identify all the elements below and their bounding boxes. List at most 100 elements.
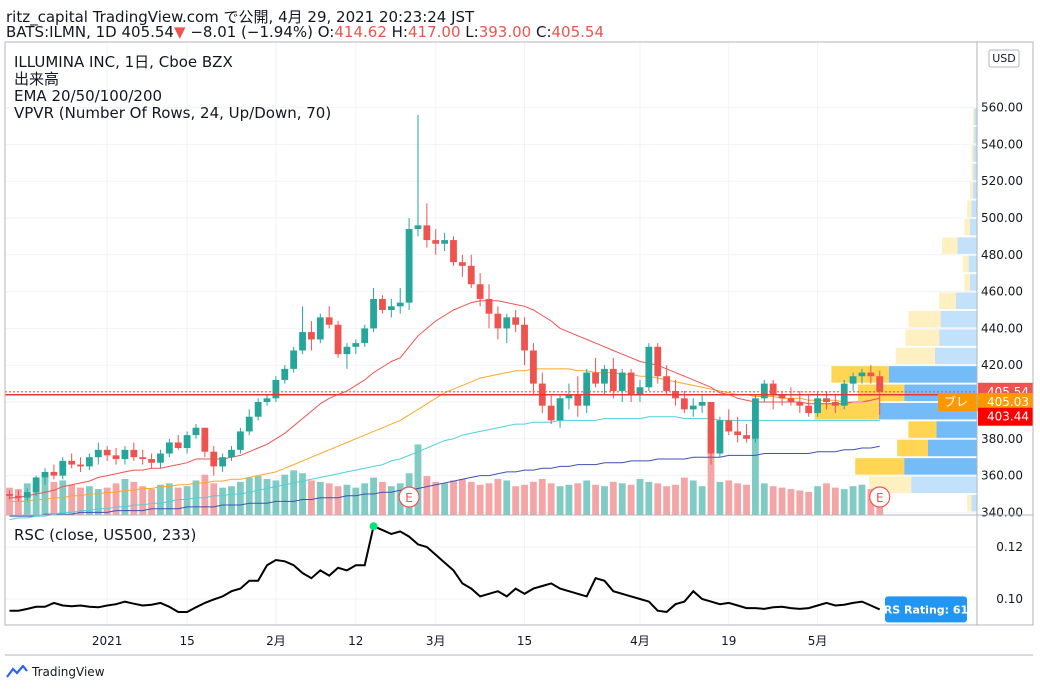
candle-body[interactable] (414, 225, 422, 230)
candle-body[interactable] (121, 449, 129, 460)
time-axis[interactable]: 2021 15 2月 12 3月 15 4月 19 5月 (92, 634, 827, 648)
candle-body[interactable] (334, 324, 342, 355)
candle-body[interactable] (308, 332, 315, 340)
candle-body[interactable] (476, 284, 484, 299)
candle-body[interactable] (698, 402, 706, 406)
candle-body[interactable] (281, 368, 289, 380)
earnings-marker[interactable] (869, 486, 891, 508)
candle-body[interactable] (743, 435, 750, 439)
time-tick-label[interactable]: 3月 (426, 634, 446, 648)
candlesticks[interactable] (6, 114, 884, 502)
time-tick-label[interactable]: 5月 (808, 634, 828, 648)
candle-body[interactable] (405, 229, 413, 303)
candle-body[interactable] (210, 451, 218, 467)
candle-body[interactable] (165, 442, 173, 454)
candle-body[interactable] (396, 302, 404, 307)
candle-body[interactable] (441, 240, 449, 244)
candle-body[interactable] (831, 402, 839, 406)
candle-body[interactable] (316, 317, 324, 340)
candle-body[interactable] (707, 402, 715, 454)
candle-body[interactable] (370, 298, 377, 329)
candle-body[interactable] (192, 427, 200, 436)
candle-body[interactable] (467, 265, 475, 285)
candle-body[interactable] (432, 240, 440, 244)
earnings-marker[interactable] (398, 486, 420, 508)
candle-body[interactable] (174, 442, 182, 448)
candle-body[interactable] (565, 394, 573, 399)
candle-body[interactable] (663, 376, 671, 391)
candle-body[interactable] (485, 298, 493, 314)
candle-body[interactable] (680, 398, 688, 410)
candle-body[interactable] (778, 394, 786, 399)
candle-body[interactable] (849, 376, 857, 384)
candle-body[interactable] (86, 457, 93, 467)
candle-body[interactable] (41, 471, 49, 478)
candle-body[interactable] (450, 240, 457, 263)
candle-body[interactable] (752, 398, 759, 439)
candle-body[interactable] (112, 455, 120, 460)
candle-body[interactable] (228, 449, 235, 458)
candle-body[interactable] (618, 372, 626, 391)
legend-volume[interactable]: 出来高 (14, 70, 60, 88)
tradingview-logo[interactable]: TradingView (6, 665, 105, 679)
candle-body[interactable] (59, 460, 67, 476)
candle-body[interactable] (521, 324, 528, 351)
candle-body[interactable] (201, 427, 209, 452)
candle-body[interactable] (254, 402, 262, 417)
candle-body[interactable] (787, 398, 795, 402)
candle-body[interactable] (636, 387, 644, 395)
candle-body[interactable] (592, 372, 599, 384)
time-tick-label[interactable]: 15 (179, 634, 194, 648)
candle-body[interactable] (245, 416, 253, 432)
candle-body[interactable] (423, 225, 431, 241)
candle-body[interactable] (219, 457, 227, 467)
legend-vpvr[interactable]: VPVR (Number Of Rows, 24, Up/Down, 70) (14, 104, 332, 122)
candle-body[interactable] (858, 372, 866, 377)
candle-body[interactable] (379, 298, 386, 310)
candle-body[interactable] (148, 459, 155, 463)
time-tick-label[interactable]: 2月 (266, 634, 286, 648)
candle-body[interactable] (716, 420, 724, 454)
candle-body[interactable] (6, 494, 13, 496)
candle-body[interactable] (68, 460, 76, 465)
candle-body[interactable] (645, 346, 653, 388)
candle-body[interactable] (494, 313, 502, 329)
candle-body[interactable] (183, 435, 191, 448)
candle-body[interactable] (627, 372, 635, 395)
candle-body[interactable] (805, 405, 813, 414)
candle-body[interactable] (325, 317, 333, 325)
candle-body[interactable] (343, 346, 351, 355)
candle-body[interactable] (290, 350, 298, 369)
candle-body[interactable] (609, 368, 617, 391)
candle-body[interactable] (796, 402, 804, 406)
time-tick-label[interactable]: 15 (517, 634, 532, 648)
candle-body[interactable] (867, 372, 875, 377)
candle-body[interactable] (103, 449, 111, 456)
candle-body[interactable] (139, 457, 147, 460)
candle-body[interactable] (503, 317, 511, 329)
candle-body[interactable] (23, 492, 31, 498)
candle-body[interactable] (601, 368, 608, 384)
candle-body[interactable] (725, 420, 733, 432)
candle-body[interactable] (130, 449, 138, 458)
candle-body[interactable] (94, 449, 102, 458)
candle-body[interactable] (299, 332, 306, 351)
candle-body[interactable] (236, 431, 244, 450)
candle-body[interactable] (263, 398, 271, 402)
time-tick-label[interactable]: 12 (348, 634, 363, 648)
candle-body[interactable] (157, 453, 164, 463)
candle-body[interactable] (654, 346, 662, 377)
time-tick-label[interactable]: 19 (721, 634, 736, 648)
candle-body[interactable] (814, 398, 821, 414)
candle-body[interactable] (760, 383, 768, 399)
candle-body[interactable] (77, 464, 84, 467)
candle-body[interactable] (458, 262, 466, 266)
candle-body[interactable] (387, 306, 395, 310)
candle-body[interactable] (574, 394, 582, 406)
candle-body[interactable] (272, 379, 280, 399)
candle-body[interactable] (14, 495, 22, 498)
time-tick-label[interactable]: 2021 (92, 634, 123, 648)
candle-body[interactable] (512, 317, 520, 325)
